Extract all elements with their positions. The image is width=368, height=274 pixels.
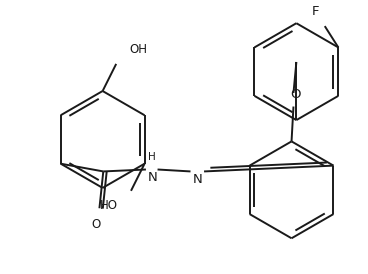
Text: F: F xyxy=(311,5,319,18)
Text: OH: OH xyxy=(130,43,148,56)
Text: N: N xyxy=(192,173,202,186)
Text: H: H xyxy=(148,152,156,162)
Text: O: O xyxy=(91,218,100,231)
Text: O: O xyxy=(290,88,301,101)
Text: HO: HO xyxy=(99,199,117,212)
Text: N: N xyxy=(148,172,158,184)
